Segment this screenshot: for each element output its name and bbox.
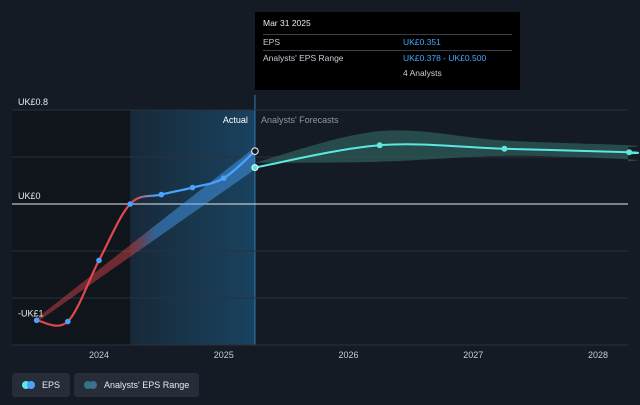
tooltip-date: Mar 31 2025 (263, 18, 311, 28)
forecast-point (376, 142, 383, 149)
actual-region-label: Actual (223, 115, 248, 125)
legend-item-eps-range[interactable]: Analysts' EPS Range (74, 373, 200, 397)
x-tick-label: 2024 (89, 350, 109, 360)
eps-chart: UK£0.8 UK£0 -UK£1 2024 2025 2026 2027 2028 Actua… (12, 95, 639, 360)
legend-item-eps[interactable]: EPS (12, 373, 71, 397)
eps-point (65, 318, 71, 325)
eps-point (96, 257, 102, 264)
forecast-point (626, 149, 633, 156)
tooltip-eps-value: UK£0.351 (403, 37, 441, 47)
forecast-region-label: Analysts' Forecasts (261, 115, 339, 125)
eps-point (33, 317, 40, 324)
y-axis-label: -UK£1 (18, 309, 44, 319)
forecast-point (501, 145, 508, 152)
x-tick-label: 2025 (214, 350, 234, 360)
y-axis-label: UK£0.8 (18, 97, 48, 107)
x-tick-label: 2028 (588, 350, 608, 360)
eps-point (127, 201, 133, 207)
legend: EPS Analysts' EPS Range (12, 373, 200, 397)
tooltip-analysts: 4 Analysts (403, 68, 442, 78)
eps-point (251, 147, 259, 155)
tooltip-row-eps: EPS UK£0.351 (263, 34, 512, 50)
tooltip: Mar 31 2025 EPS UK£0.351 Analysts' EPS R… (255, 12, 520, 90)
eps-point (189, 184, 196, 191)
tooltip-row-analysts: 4 Analysts (263, 66, 512, 81)
tooltip-row-range: Analysts' EPS Range UK£0.378 - UK£0.500 (263, 50, 512, 66)
eps-point (158, 191, 165, 198)
x-tick-label: 2027 (463, 350, 483, 360)
tooltip-range-label: Analysts' EPS Range (263, 53, 344, 63)
past-year-highlight (130, 110, 255, 345)
eps-line (36, 150, 256, 327)
tooltip-range-value: UK£0.378 - UK£0.500 (403, 53, 487, 63)
eps-point (220, 175, 227, 181)
history-background (12, 110, 131, 345)
x-tick-label: 2026 (338, 350, 358, 360)
forecast-point (251, 164, 259, 172)
range-swatch-icon (84, 381, 98, 389)
tooltip-eps-label: EPS (263, 37, 281, 47)
eps-swatch-icon (22, 381, 36, 389)
y-axis-label: UK£0 (18, 191, 41, 201)
legend-label-eps-range: Analysts' EPS Range (104, 380, 190, 390)
legend-label-eps: EPS (42, 380, 61, 390)
